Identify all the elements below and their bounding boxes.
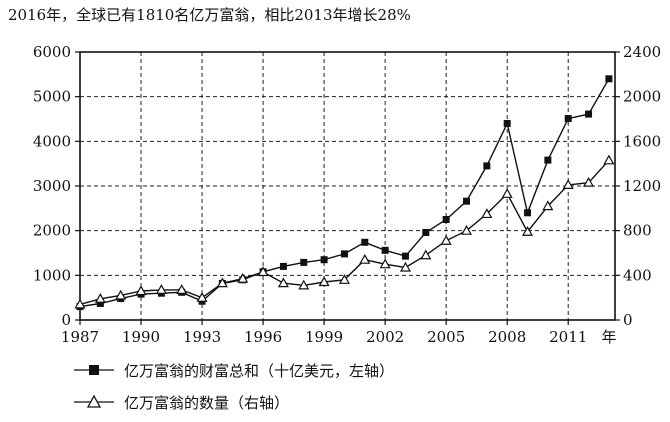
data-point-triangle [562, 179, 574, 189]
data-point-square [320, 256, 328, 264]
data-point-triangle [216, 277, 228, 288]
y-left-tick-label: 5000 [33, 88, 71, 106]
data-point-square [524, 209, 532, 217]
plot-frame [79, 51, 616, 321]
data-point-triangle [155, 284, 167, 294]
data-point-square [300, 258, 308, 266]
x-tick-label: 2011 [549, 328, 587, 346]
legend-label-count: 亿万富翁的数量（右轴） [124, 393, 290, 412]
data-point-triangle [359, 253, 371, 264]
x-tick-label: 2002 [366, 328, 404, 346]
data-point-square [564, 115, 572, 123]
data-point-square [442, 216, 450, 223]
data-point-triangle [318, 276, 330, 287]
data-point-square [340, 250, 348, 258]
x-unit-label: 年 [601, 328, 616, 346]
data-point-square [279, 262, 287, 270]
series-line-1 [79, 78, 610, 308]
data-point-triangle [460, 224, 473, 235]
y-right-tick-label: 400 [623, 266, 652, 284]
y-left-tick-label: 1000 [33, 266, 71, 284]
data-point-triangle [522, 226, 534, 236]
data-point-triangle [196, 291, 208, 302]
data-point-triangle [115, 289, 127, 300]
data-point-square [585, 110, 593, 118]
x-tick-label: 1996 [244, 328, 282, 346]
data-point-triangle [74, 298, 86, 309]
data-point-square [544, 156, 552, 164]
y-right-tick-label: 1200 [623, 177, 661, 195]
data-point-triangle [440, 234, 452, 245]
y-left-tick-label: 6000 [33, 43, 71, 61]
y-left-tick-label: 2000 [33, 222, 71, 240]
data-point-square [463, 197, 471, 205]
data-point-triangle [542, 200, 554, 211]
data-point-triangle [257, 266, 269, 277]
y-left-tick-label: 3000 [33, 177, 71, 195]
data-point-square [96, 299, 104, 307]
y-right-tick-label: 800 [623, 222, 652, 240]
x-tick-label: 1990 [122, 328, 160, 346]
legend-item-wealth: 亿万富翁的财富总和（十亿美元，左轴） [72, 360, 394, 380]
data-point-square [422, 228, 430, 236]
data-point-triangle [176, 284, 188, 294]
y-right-tick-label: 1600 [623, 132, 661, 150]
data-point-triangle [603, 154, 615, 165]
data-point-triangle [379, 258, 391, 269]
data-point-square [361, 238, 369, 246]
y-left-tick-label: 0 [61, 311, 71, 329]
y-right-tick-label: 0 [623, 311, 633, 329]
data-point-triangle [583, 176, 595, 187]
data-point-triangle [237, 272, 249, 283]
y-right-tick-label: 2400 [623, 43, 661, 61]
legend-item-count: 亿万富翁的数量（右轴） [72, 392, 289, 412]
data-point-triangle [420, 249, 432, 260]
data-point-square [503, 119, 511, 127]
x-tick-label: 2008 [488, 328, 526, 346]
legend-square-marker-icon [74, 365, 114, 375]
x-tick-label: 2005 [427, 328, 465, 346]
data-point-triangle [277, 277, 289, 288]
data-point-triangle [481, 208, 493, 219]
x-tick-label: 1999 [305, 328, 343, 346]
legend-label-wealth: 亿万富翁的财富总和（十亿美元，左轴） [124, 361, 395, 380]
data-point-square [401, 252, 409, 260]
data-point-triangle [338, 274, 350, 284]
chart-title: 2016年，全球已有1810名亿万富翁，相比2013年增长28% [8, 6, 411, 24]
data-point-square [483, 162, 491, 170]
legend-triangle-marker-icon [74, 395, 114, 408]
data-point-square [605, 75, 613, 83]
data-point-triangle [298, 279, 310, 290]
data-point-triangle [501, 188, 513, 198]
x-tick-label: 1987 [61, 328, 99, 346]
dual-axis-line-chart: 0 1000 2000 3000 4000 5000 6000 0 400 800 1200 1600… [33, 43, 661, 346]
data-point-triangle [399, 261, 412, 272]
x-tick-label: 1993 [183, 328, 221, 346]
y-right-tick-label: 2000 [623, 88, 661, 106]
y-left-tick-label: 4000 [33, 132, 71, 150]
data-point-triangle [94, 293, 106, 303]
data-point-triangle [135, 285, 147, 296]
data-point-square [381, 246, 389, 254]
